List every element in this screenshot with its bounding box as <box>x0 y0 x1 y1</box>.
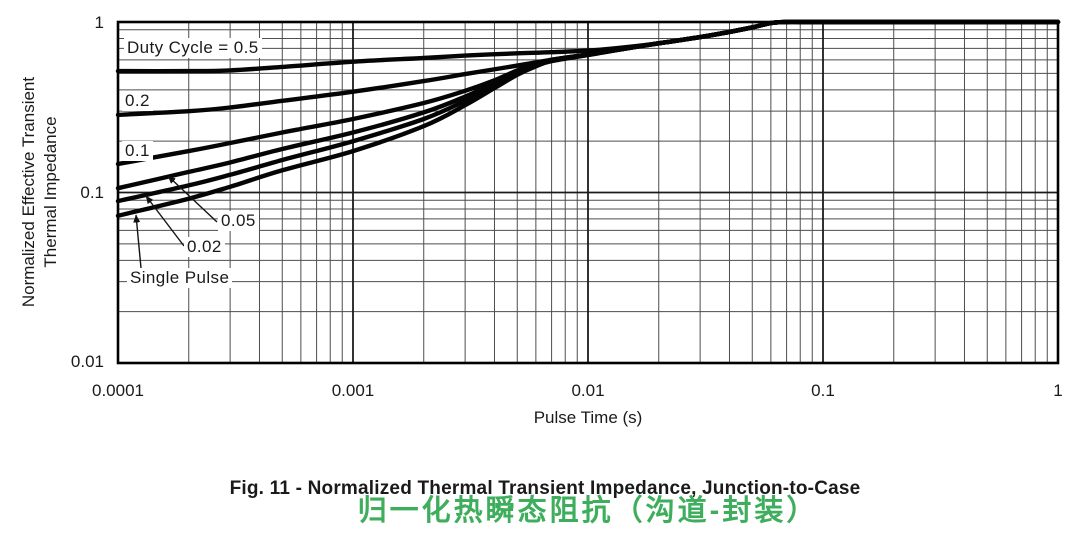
x-tick-0-01: 0.01 <box>571 381 605 400</box>
x-tick-0-1: 0.1 <box>811 381 835 400</box>
figure-caption-english: Fig. 11 - Normalized Thermal Transient I… <box>229 478 861 499</box>
label-leader-arrows <box>133 175 218 269</box>
curve-label-0-1: 0.1 <box>122 141 153 161</box>
curve-label-duty-cycle-0-5: Duty Cycle = 0.5 <box>124 38 262 58</box>
caption-zh: 归一化热瞬态阻抗（沟道-封装） <box>357 495 819 527</box>
impedance-plot <box>115 19 1061 365</box>
curve-label-0-02: 0.02 <box>184 237 225 257</box>
y-tick-0-1: 0.1 <box>80 183 104 202</box>
x-axis-title: Pulse Time (s) <box>533 408 643 427</box>
curve-label-0-05: 0.05 <box>218 211 259 231</box>
y-tick-1: 1 <box>94 13 104 32</box>
y-axis-title-line2: Thermal Impedance <box>41 116 60 268</box>
y-axis-title: Normalized Effective Transient Thermal I… <box>18 12 62 372</box>
curve-label-single-pulse: Single Pulse <box>127 268 233 288</box>
curve-label-0-2: 0.2 <box>122 91 153 111</box>
x-tick-0-0001: 0.0001 <box>92 381 144 400</box>
grid-lines <box>118 22 1058 363</box>
x-tick-1: 1 <box>1053 381 1063 400</box>
plot-border <box>116 20 1060 365</box>
y-axis-title-line1: Normalized Effective Transient <box>19 76 38 308</box>
x-tick-0-001: 0.001 <box>331 381 375 400</box>
y-tick-0-01: 0.01 <box>70 352 104 371</box>
